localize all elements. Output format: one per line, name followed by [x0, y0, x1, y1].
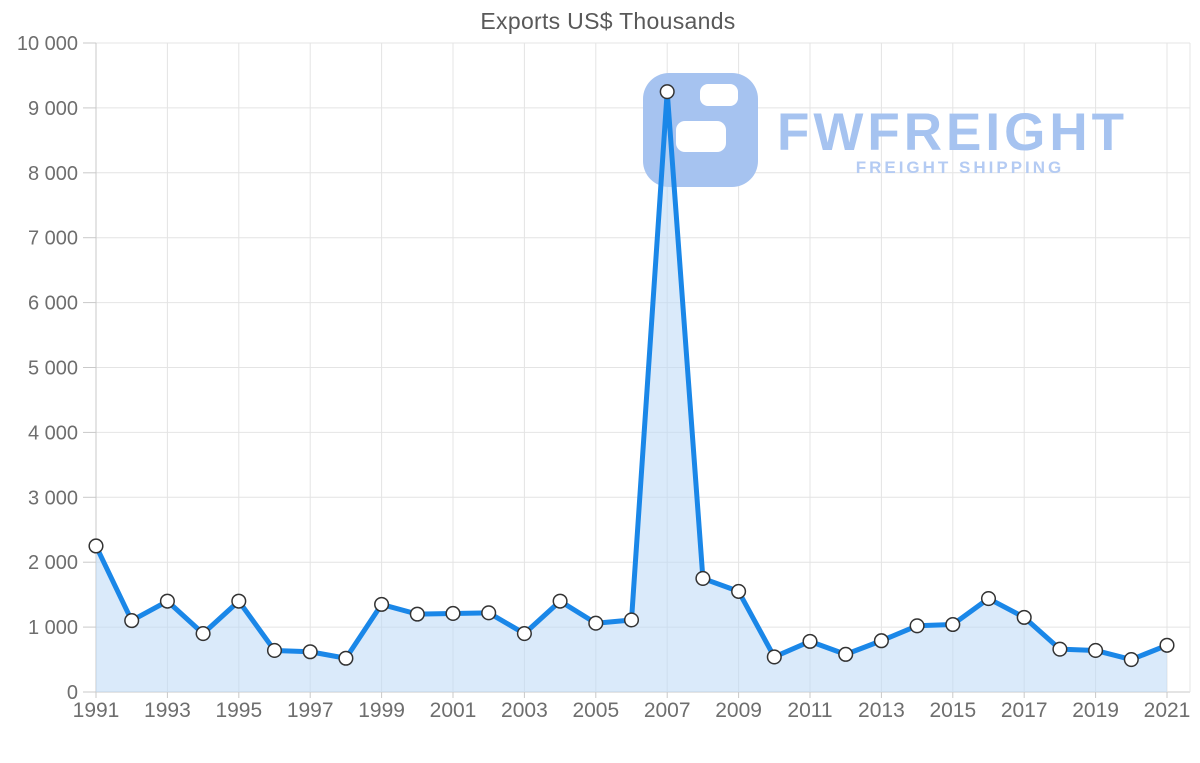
data-point-1992[interactable]	[124, 613, 140, 629]
y-tick-label: 1 000	[28, 617, 78, 639]
x-tick-label: 2011	[787, 699, 832, 722]
watermark-logo-slot-middle	[676, 121, 726, 152]
x-tick-label: 2003	[501, 699, 548, 722]
data-point-2010[interactable]	[766, 649, 782, 665]
x-tick-label: 2007	[644, 699, 691, 722]
data-point-1999[interactable]	[374, 596, 390, 612]
data-point-2015[interactable]	[945, 616, 961, 633]
data-point-2007[interactable]	[659, 84, 675, 100]
x-tick-label: 2015	[929, 699, 976, 722]
y-tick-label: 6 000	[28, 293, 78, 315]
y-tick-label: 9 000	[28, 98, 78, 120]
y-tick-label: 5 000	[28, 358, 78, 380]
data-point-2000[interactable]	[409, 606, 425, 622]
watermark-tagline: FREIGHT SHIPPING	[856, 158, 1065, 177]
chart-title: Exports US$ Thousands	[480, 8, 736, 34]
data-point-2012[interactable]	[838, 646, 854, 662]
x-tick-label: 2021	[1144, 699, 1191, 722]
data-point-1991[interactable]	[88, 538, 104, 554]
data-point-2016[interactable]	[980, 590, 997, 607]
data-point-2019[interactable]	[1088, 642, 1104, 659]
y-tick-label: 3 000	[28, 487, 78, 509]
data-point-1993[interactable]	[159, 593, 175, 609]
data-point-2008[interactable]	[695, 570, 711, 586]
data-point-2004[interactable]	[552, 593, 568, 609]
y-tick-label: 4 000	[28, 422, 78, 444]
data-point-1996[interactable]	[266, 642, 283, 659]
data-point-2017[interactable]	[1016, 609, 1032, 625]
x-tick-label: 2009	[715, 699, 762, 722]
x-tick-label: 2017	[1001, 699, 1048, 722]
data-point-1997[interactable]	[302, 644, 318, 660]
x-tick-label: 1995	[215, 699, 262, 722]
y-tick-label: 2 000	[28, 552, 78, 574]
data-point-1995[interactable]	[231, 593, 247, 609]
data-point-2006[interactable]	[623, 612, 640, 628]
y-tick-label: 8 000	[28, 163, 78, 185]
y-tick-label: 0	[67, 682, 78, 704]
data-point-2001[interactable]	[445, 605, 461, 622]
data-point-2005[interactable]	[588, 615, 604, 631]
data-point-1994[interactable]	[195, 626, 211, 642]
x-tick-label: 1993	[144, 699, 191, 722]
x-tick-label: 1997	[287, 699, 334, 722]
x-tick-label: 2013	[858, 699, 905, 722]
data-point-2013[interactable]	[873, 633, 889, 649]
y-tick-label: 7 000	[28, 228, 78, 250]
data-point-2011[interactable]	[802, 633, 818, 649]
data-point-2018[interactable]	[1052, 641, 1068, 657]
data-point-1998[interactable]	[338, 650, 354, 666]
data-point-2014[interactable]	[909, 618, 925, 634]
data-point-2002[interactable]	[481, 605, 497, 621]
watermark-brand: FWFREIGHT	[777, 103, 1128, 162]
data-point-2021[interactable]	[1159, 637, 1175, 653]
data-point-2020[interactable]	[1123, 652, 1139, 668]
x-tick-label: 1991	[73, 699, 120, 722]
watermark-logo-slot-top	[700, 84, 738, 106]
data-point-2003[interactable]	[516, 626, 532, 642]
x-tick-label: 2005	[572, 699, 619, 722]
data-point-2009[interactable]	[731, 583, 747, 599]
x-tick-label: 1999	[358, 699, 405, 722]
y-tick-label: 10 000	[17, 33, 78, 55]
x-tick-label: 2001	[430, 699, 477, 722]
x-tick-label: 2019	[1072, 699, 1119, 722]
